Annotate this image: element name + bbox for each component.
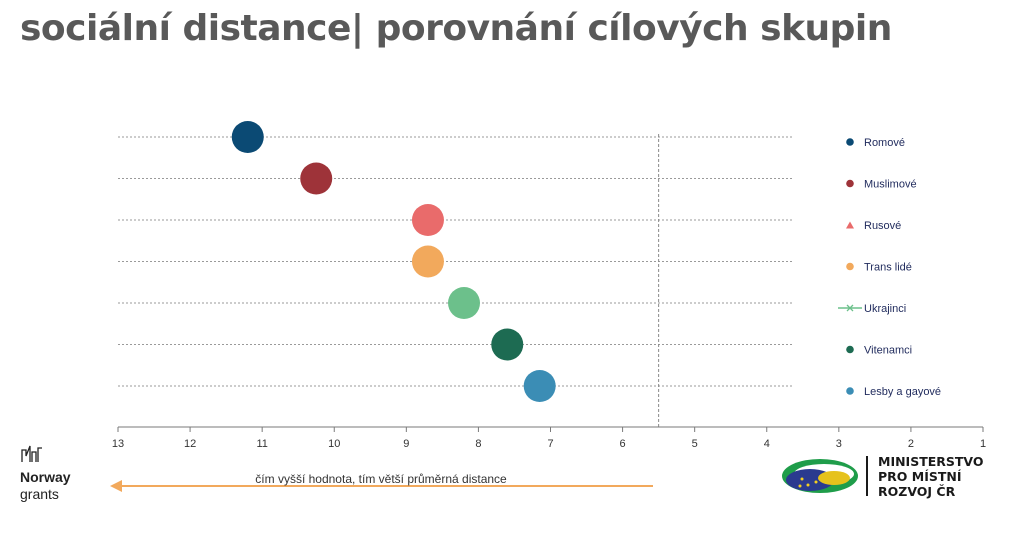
legend-label: Romové: [864, 137, 905, 149]
ministry-logo-line2: PRO MÍSTNÍ: [878, 469, 962, 484]
norway-logo-line2: grants: [20, 486, 59, 502]
legend-marker: [846, 387, 854, 395]
x-tick-label: 5: [692, 438, 698, 450]
norway-logo-line1: Norway: [20, 469, 71, 485]
legend-label: Rusové: [864, 220, 901, 232]
legend-marker: [846, 262, 854, 271]
x-tick-label: 2: [908, 438, 914, 450]
legend-marker: [846, 221, 854, 229]
data-point: [300, 162, 333, 195]
legend-label: Vitenamci: [864, 345, 912, 357]
x-tick-label: 4: [764, 438, 770, 450]
page-title: sociální distance| porovnání cílových sk…: [20, 8, 892, 49]
x-tick-label: 9: [403, 438, 409, 450]
legend-label: Trans lidé: [864, 262, 912, 274]
ministry-emblem-icon: [782, 459, 858, 493]
legend-marker: [846, 179, 854, 188]
data-point: [523, 370, 556, 402]
gridlines: [118, 136, 793, 387]
legend-marker: [838, 304, 862, 312]
data-point: [491, 328, 524, 361]
x-tick-label: 11: [256, 438, 267, 450]
x-tick-label: 10: [328, 438, 340, 450]
data-point: [411, 204, 444, 236]
data-point: [231, 121, 264, 153]
x-tick-label: 12: [184, 438, 196, 450]
x-axis: 13 12 11 10 9 8 7 6 5 4 3 2 1: [112, 426, 986, 450]
norway-grants-logo: Norway grants: [20, 444, 100, 503]
x-tick-label: 1: [980, 438, 986, 450]
ministry-logo-line3: ROZVOJ ČR: [878, 484, 956, 499]
data-points: [231, 121, 556, 402]
legend-label: Muslimové: [864, 179, 917, 191]
x-tick-label: 3: [836, 438, 842, 450]
ministry-logo: MINISTERSTVO PRO MÍSTNÍ ROZVOJ ČR: [780, 452, 1010, 502]
x-tick-label: 7: [547, 438, 553, 450]
norway-grants-icon: [21, 445, 42, 462]
ministry-divider: [866, 456, 868, 496]
x-tick-label: 13: [112, 438, 124, 450]
legend-marker: [846, 345, 854, 354]
legend-marker: [846, 138, 854, 146]
dot-plot-chart: 13 12 11 10 9 8 7 6 5 4 3 2 1 Romové Muslimové Rusové T…: [110, 121, 986, 492]
arrow-head: [110, 480, 122, 492]
data-point: [411, 245, 444, 278]
legend: Romové Muslimové Rusové Trans lidé Ukrajinci…: [838, 137, 941, 398]
ministry-logo-line1: MINISTERSTVO: [878, 454, 984, 469]
direction-arrow: čím vyšší hodnota, tím větší průměrná di…: [110, 472, 653, 492]
legend-label: Ukrajinci: [864, 303, 906, 315]
data-point: [448, 287, 480, 319]
legend-label: Lesby a gayové: [864, 386, 941, 398]
x-tick-label: 6: [620, 438, 626, 450]
x-tick-label: 8: [475, 438, 481, 450]
arrow-annotation: čím vyšší hodnota, tím větší průměrná di…: [255, 472, 507, 486]
